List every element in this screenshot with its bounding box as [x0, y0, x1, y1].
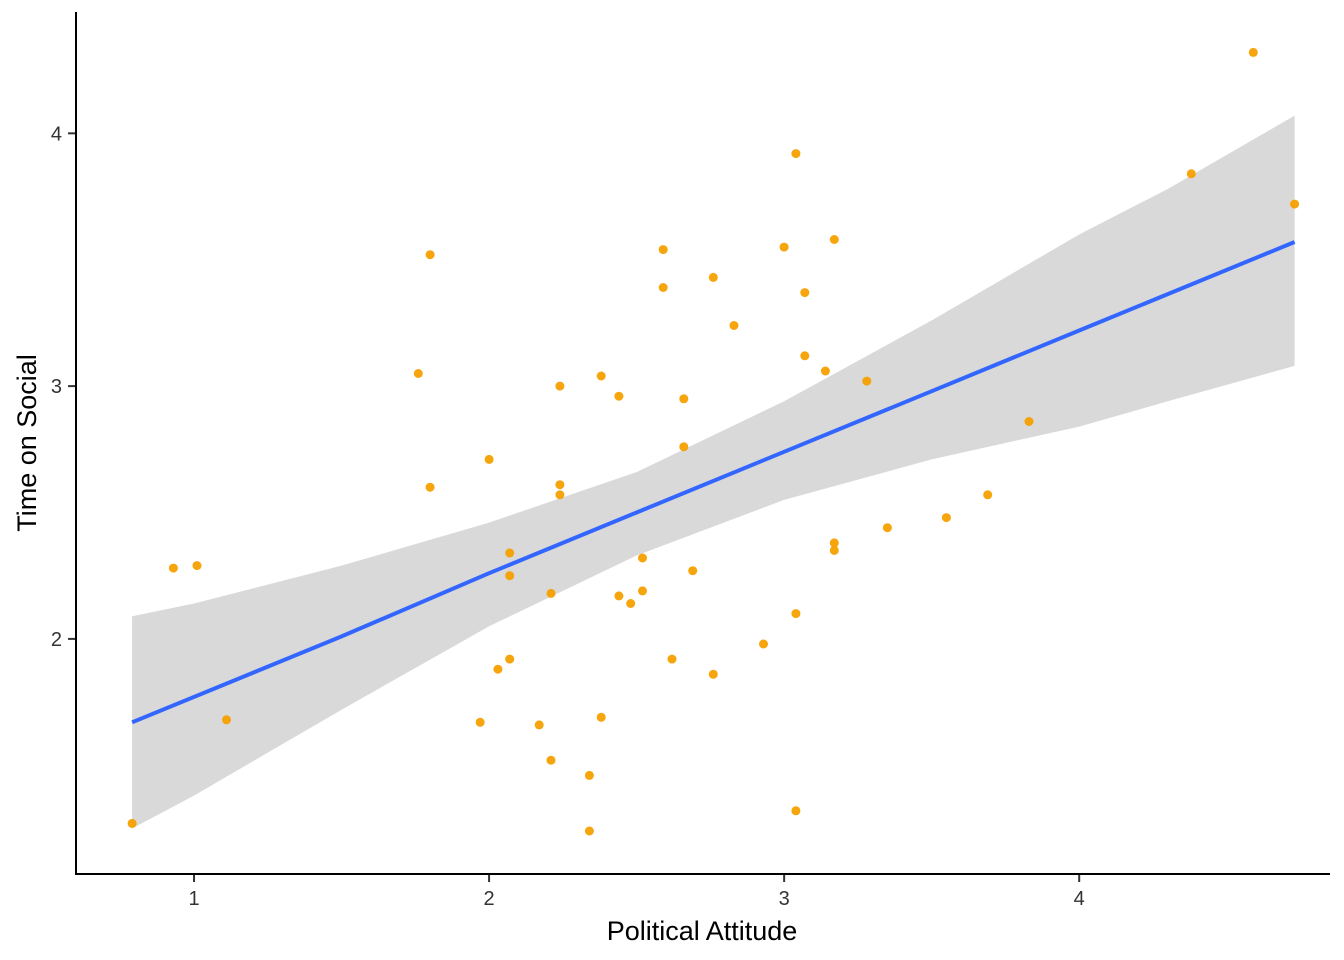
- data-point-20: [584, 770, 594, 780]
- y-tick-label: 3: [51, 376, 62, 398]
- data-point-38: [759, 639, 768, 649]
- data-point-53: [1024, 417, 1034, 426]
- data-point-28: [638, 586, 647, 596]
- data-point-31: [667, 654, 677, 664]
- data-point-16: [546, 755, 556, 765]
- confidence-band: [132, 115, 1295, 829]
- data-point-32: [679, 394, 689, 404]
- data-point-25: [614, 591, 624, 601]
- data-point-13: [505, 654, 515, 664]
- x-tick-label: 1: [188, 888, 199, 910]
- x-tick-label: 4: [1074, 888, 1085, 910]
- y-tick-label: 2: [51, 629, 62, 651]
- data-point-54: [1186, 169, 1196, 179]
- data-point-36: [708, 669, 718, 679]
- data-point-37: [729, 321, 739, 330]
- data-point-7: [425, 482, 435, 492]
- data-point-55: [1248, 47, 1258, 57]
- data-point-39: [779, 242, 789, 252]
- x-tick-label: 3: [779, 888, 790, 910]
- data-point-9: [484, 454, 494, 464]
- data-point-17: [555, 381, 565, 391]
- x-tick-label: 2: [484, 888, 495, 910]
- data-point-12: [505, 571, 515, 581]
- data-point-4: [222, 715, 231, 725]
- data-point-30: [658, 283, 668, 292]
- data-point-42: [791, 806, 801, 816]
- data-point-50: [882, 523, 892, 533]
- x-ticks: 1 2 3 4: [188, 875, 1085, 910]
- data-point-48: [829, 545, 839, 555]
- data-point-29: [658, 245, 668, 255]
- y-axis-title: Time on Social: [12, 354, 42, 532]
- data-point-44: [800, 351, 810, 361]
- data-point-11: [505, 548, 515, 558]
- data-point-1: [127, 818, 137, 828]
- data-point-45: [820, 366, 830, 376]
- fit-line-layer: [131, 240, 1296, 725]
- data-point-14: [534, 720, 544, 730]
- data-point-19: [555, 490, 565, 500]
- y-ticks: 2 3 4: [51, 123, 75, 651]
- data-point-8: [475, 717, 485, 727]
- data-point-27: [638, 553, 647, 563]
- data-point-47: [829, 538, 839, 548]
- data-point-35: [708, 272, 718, 282]
- data-point-52: [983, 490, 993, 500]
- data-point-40: [791, 149, 801, 159]
- data-point-5: [413, 369, 423, 378]
- data-point-56: [1290, 199, 1300, 209]
- data-point-41: [791, 609, 801, 619]
- y-tick-label: 4: [51, 123, 62, 145]
- data-point-49: [862, 376, 872, 386]
- x-axis-title: Political Attitude: [607, 916, 798, 946]
- data-point-6: [425, 250, 435, 260]
- data-point-2: [168, 563, 178, 573]
- axes-layer: [75, 12, 1330, 875]
- data-point-43: [800, 288, 810, 298]
- data-point-33: [679, 442, 689, 452]
- data-point-34: [688, 566, 698, 576]
- data-point-26: [626, 599, 636, 608]
- data-point-24: [614, 391, 624, 401]
- data-point-15: [546, 588, 556, 598]
- data-point-46: [829, 235, 839, 244]
- data-point-22: [596, 371, 606, 381]
- data-points-layer: [127, 47, 1300, 836]
- data-point-18: [555, 480, 565, 490]
- data-point-21: [584, 826, 594, 836]
- confidence-band-layer: [132, 115, 1295, 829]
- data-point-23: [596, 712, 606, 722]
- regression-line: [131, 240, 1296, 725]
- data-point-3: [192, 561, 202, 571]
- data-point-10: [493, 664, 503, 674]
- data-point-51: [941, 513, 951, 523]
